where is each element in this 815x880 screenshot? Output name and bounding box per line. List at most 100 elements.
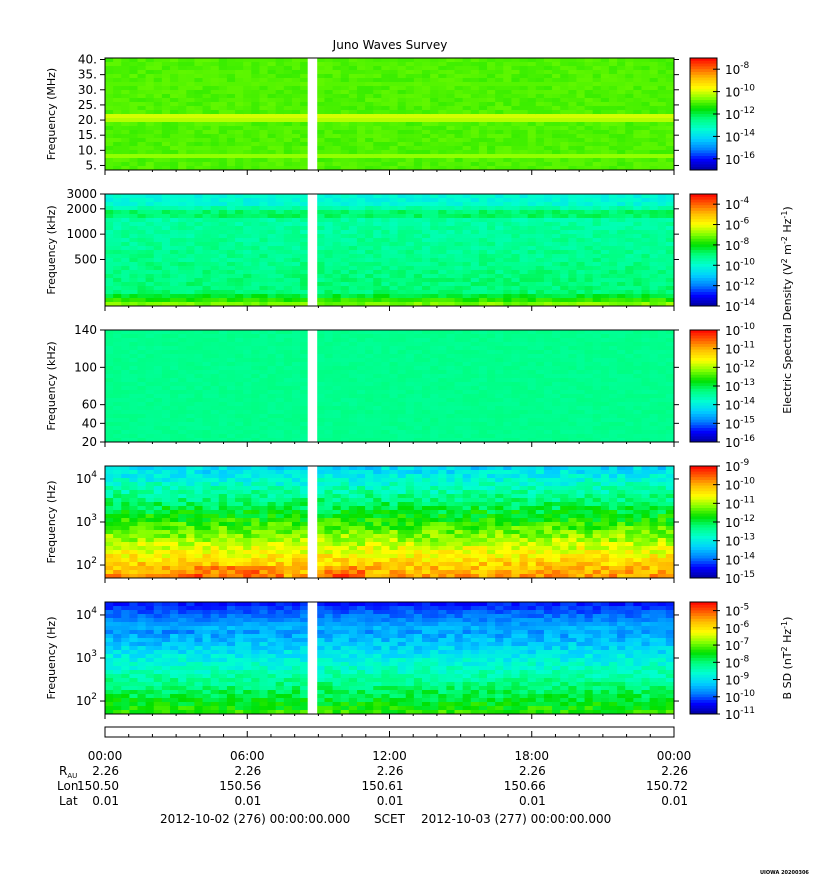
y-tick-label: 25.: [78, 98, 97, 112]
colorbar-tick-label: 10-14: [725, 128, 755, 144]
lon-row-label: Lon: [57, 779, 78, 793]
colorbar-tick-label: 10-11: [725, 706, 755, 722]
colorbar-tick-label: 10-4: [725, 196, 750, 212]
hfr-low-spectrogram: [105, 194, 674, 306]
colorbar-tick-label: 10-10: [725, 477, 755, 493]
colorbar-tick-label: 10-10: [725, 689, 755, 705]
colorbar-tick-label: 10-10: [725, 257, 755, 273]
time-axis-time-label: 06:00: [230, 749, 265, 763]
colorbar-tick-label: 10-9: [725, 672, 750, 688]
colorbar-tick-label: 10-13: [725, 533, 755, 549]
hfr-low-ylabel: Frequency (kHz): [45, 205, 58, 294]
hfr-high-ylabel: Frequency (MHz): [45, 68, 58, 160]
y-tick-label: 104: [76, 470, 97, 486]
colorbar-tick-label: 10-14: [725, 298, 755, 314]
y-tick-label: 30.: [78, 83, 97, 97]
y-tick-label: 1000: [66, 227, 97, 241]
lfr-low-e-spectrogram: [105, 466, 674, 578]
y-tick-label: 40.: [78, 53, 97, 67]
y-tick-label: 100: [74, 360, 97, 374]
colorbar-tick-label: 10-10: [725, 84, 755, 100]
y-tick-label: 104: [76, 606, 97, 622]
lfr-low-e-colorbar: 10-9 10-10 10-11 10-12 10-13 10-14 10-15: [689, 458, 755, 586]
colorbar-tick-label: 10-15: [725, 570, 755, 586]
colorbar-tick-label: 10-12: [725, 278, 755, 294]
colorbar-tick-label: 10-15: [725, 415, 755, 431]
colorbar-tick-label: 10-10: [725, 322, 755, 338]
colorbar-tick-label: 10-14: [725, 551, 755, 567]
data-gap: [307, 330, 318, 442]
lfr-high-ylabel: Frequency (kHz): [45, 341, 58, 430]
time-axis-time-label: 00:00: [657, 749, 692, 763]
colorbar-tick-label: 10-12: [725, 106, 755, 122]
y-tick-label: 3000: [66, 187, 97, 201]
colorbar-tick-label: 10-11: [725, 495, 755, 511]
hfr-high-panel: 40.35.30.25.20.15.10.5. Frequency (MHz) 10…: [45, 53, 755, 173]
y-tick-label: 103: [76, 513, 97, 529]
time-axis-r-label: 2.26: [519, 764, 546, 778]
y-tick-label: 5.: [86, 158, 97, 172]
colorbar-tick-label: 10-16: [725, 151, 755, 167]
lfr-low-e-ylabel: Frequency (Hz): [45, 481, 58, 564]
lfr-high-colorbar: 10-10 10-11 10-12 10-13 10-14 10-15 10-16: [689, 322, 755, 450]
data-gap: [307, 466, 318, 578]
time-axis-r-label: 2.26: [92, 764, 119, 778]
colorbar-tick-label: 10-12: [725, 514, 755, 530]
time-axis-lat-label: 0.01: [377, 794, 404, 808]
panels: 40.35.30.25.20.15.10.5. Frequency (MHz) 10…: [45, 53, 755, 722]
colorbar-tick-label: 10-7: [725, 637, 749, 653]
colorbar-tick-label: 10-12: [725, 359, 755, 375]
y-tick-label: 103: [76, 649, 97, 665]
time-axis-lat-label: 0.01: [92, 794, 119, 808]
time-axis-time-label: 00:00: [88, 749, 123, 763]
colorbar-tick-label: 10-8: [725, 61, 750, 77]
colorbar-tick-label: 10-16: [725, 434, 755, 450]
hfr-low-colorbar: 10-4 10-6 10-8 10-10 10-12 10-14: [689, 193, 755, 314]
scet-frame-label: SCET: [374, 812, 406, 826]
y-tick-label: 40: [82, 416, 97, 430]
hfr-high-colorbar: 10-8 10-10 10-12 10-14 10-16: [689, 57, 755, 171]
chart-title: Juno Waves Survey: [332, 38, 448, 52]
electric-spectral-density-label: Electric Spectral Density (V2 m-2 Hz-1): [780, 206, 794, 413]
time-axis: 00:002.26150.500.0106:002.26150.560.0112…: [77, 170, 691, 808]
lat-row-label: Lat: [59, 794, 78, 808]
b-spectral-density-label: B SD (nT2 Hz-1): [780, 617, 794, 700]
lfr-high-spectrogram: [105, 330, 674, 442]
y-tick-label: 140: [74, 323, 97, 337]
time-axis-lon-label: 150.61: [362, 779, 404, 793]
colorbar-tick-label: 10-6: [725, 217, 750, 233]
colorbar-tick-label: 10-13: [725, 378, 755, 394]
r-au-row-label: RAU: [59, 764, 77, 780]
scet-start-label: 2012-10-02 (276) 00:00:00.000: [160, 812, 350, 826]
time-axis-time-label: 12:00: [372, 749, 407, 763]
colorbar-tick-label: 10-9: [725, 458, 750, 474]
time-axis-r-label: 2.26: [235, 764, 262, 778]
data-gap: [307, 194, 318, 306]
y-tick-label: 500: [74, 252, 97, 266]
time-axis-time-label: 18:00: [514, 749, 549, 763]
time-axis-lon-label: 150.72: [646, 779, 688, 793]
y-tick-label: 2000: [66, 202, 97, 216]
y-tick-label: 20.: [78, 113, 97, 127]
colorbar-tick-label: 10-5: [725, 603, 749, 619]
scet-end-label: 2012-10-03 (277) 00:00:00.000: [421, 812, 611, 826]
hfr-high-spectrogram: [105, 58, 674, 170]
time-axis-lon-label: 150.66: [504, 779, 546, 793]
data-gap: [307, 602, 318, 714]
colorbar-tick-label: 10-8: [725, 237, 750, 253]
time-axis-lon-label: 150.50: [77, 779, 119, 793]
y-tick-label: 15.: [78, 128, 97, 142]
time-axis-r-label: 2.26: [661, 764, 688, 778]
time-axis-lat-label: 0.01: [661, 794, 688, 808]
time-axis-lat-label: 0.01: [235, 794, 262, 808]
time-axis-lat-label: 0.01: [519, 794, 546, 808]
colorbar-tick-label: 10-8: [725, 654, 750, 670]
lfr-low-b-ylabel: Frequency (Hz): [45, 617, 58, 700]
colorbar-tick-label: 10-6: [725, 620, 750, 636]
